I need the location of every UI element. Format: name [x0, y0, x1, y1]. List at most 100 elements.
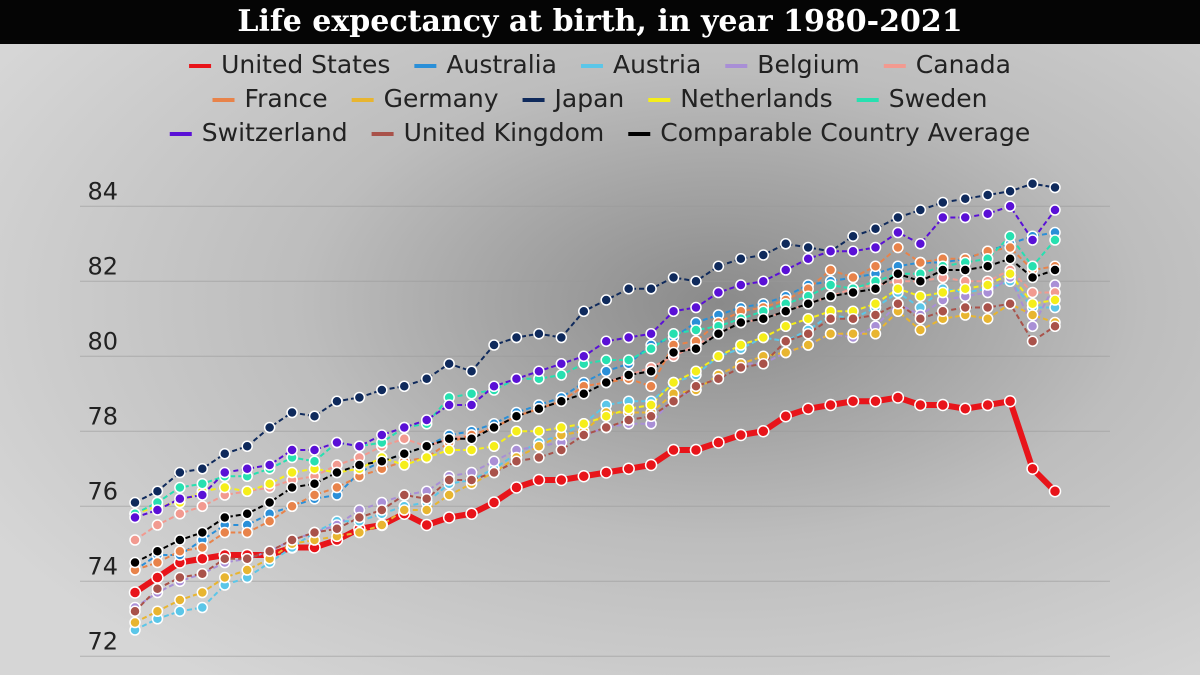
data-point	[892, 283, 904, 295]
data-point	[779, 264, 792, 276]
data-point	[263, 421, 276, 434]
data-point	[892, 211, 904, 224]
data-point	[914, 256, 927, 269]
data-point	[533, 328, 545, 340]
data-point	[219, 526, 231, 539]
data-point	[353, 511, 366, 524]
data-point	[196, 463, 209, 475]
data-point	[802, 253, 814, 265]
data-point	[286, 534, 298, 546]
data-point	[690, 380, 702, 392]
data-point	[847, 313, 859, 325]
data-point	[734, 428, 748, 442]
data-point	[241, 553, 253, 565]
data-point	[151, 605, 164, 617]
data-point	[757, 275, 770, 287]
data-point	[690, 324, 702, 336]
data-point	[667, 443, 680, 457]
data-point	[532, 473, 546, 487]
data-point	[1004, 241, 1016, 254]
data-point	[308, 410, 321, 422]
data-point	[263, 459, 276, 471]
data-point	[869, 298, 882, 310]
data-point	[398, 459, 411, 471]
data-point	[420, 440, 433, 452]
data-point	[892, 268, 904, 280]
data-point	[645, 399, 657, 411]
data-point	[1004, 230, 1016, 242]
data-point	[981, 260, 994, 272]
data-point	[1026, 462, 1039, 475]
data-point	[420, 493, 433, 505]
data-point	[174, 605, 186, 617]
data-point	[263, 478, 276, 490]
data-point	[286, 500, 298, 512]
data-point	[578, 388, 590, 400]
data-point	[465, 474, 478, 486]
data-point	[533, 365, 545, 377]
data-point	[735, 339, 747, 351]
data-point	[712, 373, 725, 385]
legend-label: Sweden	[889, 84, 988, 113]
data-point	[129, 534, 141, 546]
data-point	[1026, 335, 1039, 347]
data-point	[219, 481, 231, 494]
data-point	[622, 414, 635, 426]
y-tick-label: 76	[87, 477, 118, 505]
data-point	[376, 429, 388, 441]
data-point	[712, 286, 725, 299]
data-point	[488, 466, 500, 479]
legend-label: Austria	[613, 50, 701, 79]
data-point	[196, 526, 209, 539]
data-point	[824, 313, 837, 325]
data-point	[286, 481, 298, 494]
data-point	[308, 489, 321, 501]
data-point	[645, 365, 657, 377]
data-point	[757, 425, 770, 438]
data-point	[263, 496, 276, 509]
data-point	[869, 395, 882, 408]
data-point	[241, 463, 253, 475]
data-point	[802, 328, 814, 340]
data-point	[937, 305, 949, 317]
data-point	[465, 399, 478, 411]
data-point	[735, 279, 747, 291]
data-point	[802, 313, 814, 325]
data-point	[174, 508, 186, 520]
data-point	[981, 208, 994, 220]
data-point	[533, 425, 545, 437]
plot-area: 72 74 76 78 80 82 84	[80, 177, 1110, 657]
data-point	[398, 504, 411, 516]
data-point	[420, 451, 433, 464]
data-point	[533, 440, 545, 452]
data-point	[578, 429, 590, 441]
legend-label: Japan	[553, 84, 625, 113]
data-point	[510, 455, 523, 467]
data-point	[869, 260, 882, 272]
data-point	[735, 361, 747, 374]
data-point	[174, 481, 186, 494]
y-tick-label: 72	[87, 627, 118, 655]
data-point	[533, 403, 545, 415]
data-point	[869, 223, 882, 235]
data-point	[1026, 260, 1039, 272]
data-point	[599, 466, 613, 479]
data-point	[443, 399, 455, 411]
legend: United States Australia Austria Belgium Cana…	[169, 50, 1030, 147]
data-point	[1026, 271, 1039, 284]
data-point	[757, 249, 770, 261]
legend-label: Germany	[384, 84, 499, 113]
data-point	[196, 601, 209, 614]
data-point	[1004, 268, 1016, 280]
data-point	[151, 545, 164, 557]
data-point	[959, 211, 971, 224]
data-point	[398, 421, 411, 434]
legend-label: Switzerland	[202, 118, 348, 147]
data-point	[488, 339, 500, 351]
data-point	[981, 189, 994, 201]
data-point	[129, 496, 141, 509]
data-point	[129, 556, 141, 569]
data-point	[129, 511, 141, 524]
